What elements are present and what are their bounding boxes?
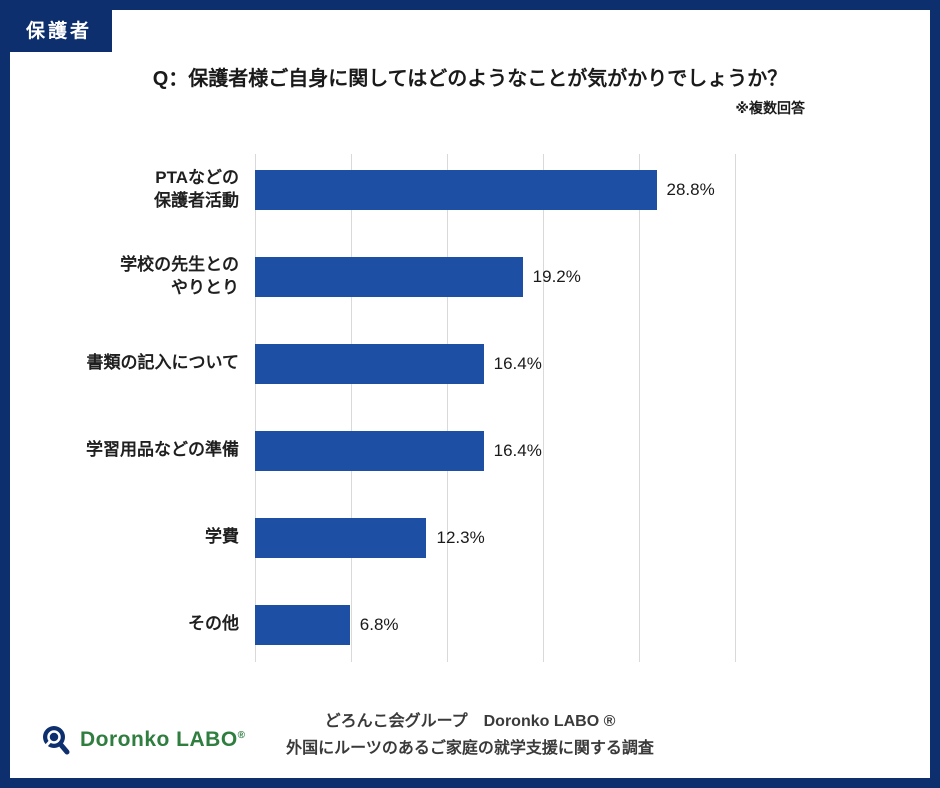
- bar: [255, 256, 523, 297]
- bar: [255, 430, 484, 471]
- chart-title: Q：保護者様ご自身に関してはどのようなことが気がかりでしょうか？: [152, 68, 788, 90]
- category-label: 書類の記入について: [86, 353, 240, 373]
- value-label: 6.8%: [359, 614, 399, 634]
- chart-row: 学校の先生との やりとり 19.2%: [10, 233, 930, 320]
- value-label: 28.8%: [666, 179, 715, 199]
- logo-text: Doronko LABO®: [80, 728, 246, 751]
- chart-row: PTAなどの 保護者活動 28.8%: [10, 146, 930, 233]
- category-label: PTAなどの 保護者活動: [154, 167, 239, 210]
- chart-row: その他 6.8%: [10, 581, 930, 668]
- chart-row: 学費 12.3%: [10, 494, 930, 581]
- registered-mark: ®: [237, 730, 246, 741]
- chart-row: 書類の記入について 16.4%: [10, 320, 930, 407]
- bar-area: 28.8%: [255, 169, 736, 210]
- bar: [255, 517, 427, 558]
- bar-area: 6.8%: [255, 604, 736, 645]
- category-label: その他: [188, 614, 239, 634]
- bar-area: 16.4%: [255, 343, 736, 384]
- category-label: 学校の先生との やりとり: [120, 254, 239, 297]
- footer-caption-line1: どろんこ会グループ Doronko LABO ®: [324, 712, 616, 730]
- bar: [255, 343, 484, 384]
- bar-area: 16.4%: [255, 430, 736, 471]
- value-label: 16.4%: [493, 353, 542, 373]
- footer-caption-line2: 外国にルーツのあるご家庭の就学支援に関する調査: [286, 739, 654, 757]
- bar: [255, 169, 657, 210]
- category-label: 学習用品などの準備: [86, 440, 239, 460]
- multiple-answers-note: ※複数回答: [735, 100, 805, 116]
- chart-row: 学習用品などの準備 16.4%: [10, 407, 930, 494]
- magnifier-icon: [43, 726, 70, 755]
- bar: [255, 604, 350, 645]
- value-label: 19.2%: [532, 266, 581, 286]
- value-label: 12.3%: [436, 527, 485, 547]
- value-label: 16.4%: [493, 440, 542, 460]
- bar-area: 12.3%: [255, 517, 736, 558]
- category-label: 学費: [205, 527, 239, 547]
- footer-caption: どろんこ会グループ Doronko LABO ® 外国にルーツのあるご家庭の就学…: [10, 708, 930, 762]
- bar-chart: PTAなどの 保護者活動 28.8% 学校の先生との やりとり 19.2% 書類…: [10, 146, 930, 668]
- corner-badge: 保護者: [10, 10, 113, 52]
- doronko-labo-logo: Doronko LABO®: [38, 722, 246, 758]
- gridlines: [255, 154, 736, 662]
- bar-area: 19.2%: [255, 256, 736, 297]
